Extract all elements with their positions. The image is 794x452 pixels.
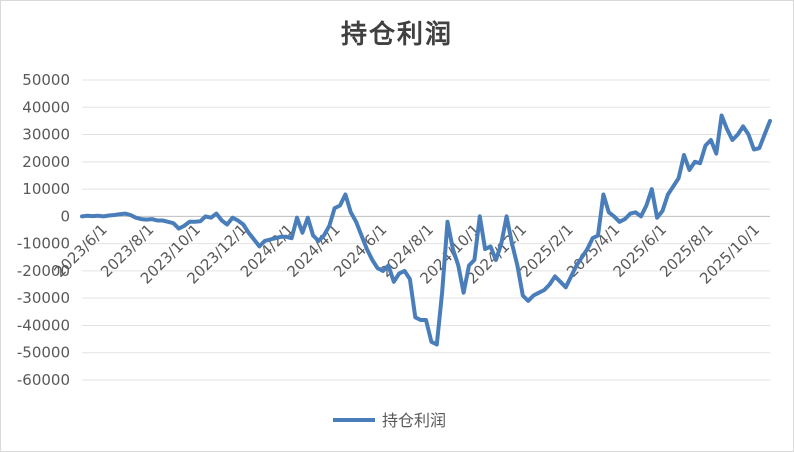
y-axis-ticks: 50000 40000 30000 20000 10000 0 -10000 -20000 -3…: [17, 71, 70, 389]
y-tick-label: 50000: [22, 71, 70, 89]
y-tick-label: 20000: [22, 153, 70, 171]
y-tick-label: -30000: [17, 289, 70, 307]
y-tick-label: -40000: [17, 316, 70, 334]
y-tick-label: 30000: [22, 126, 70, 144]
y-tick-label: -50000: [17, 344, 70, 362]
series-layer: [80, 113, 772, 347]
gridlines: [82, 79, 770, 381]
series-line: [80, 113, 772, 347]
y-tick-label: -60000: [17, 371, 70, 389]
y-tick-label: -20000: [17, 262, 70, 280]
y-tick-label: -10000: [17, 235, 70, 253]
chart-title: 持仓利润: [340, 20, 453, 50]
y-tick-label: 10000: [22, 180, 70, 198]
y-tick-label: 0: [60, 207, 70, 225]
y-tick-label: 40000: [22, 98, 70, 116]
legend: 持仓利润: [333, 411, 446, 430]
legend-label: 持仓利润: [382, 411, 446, 430]
